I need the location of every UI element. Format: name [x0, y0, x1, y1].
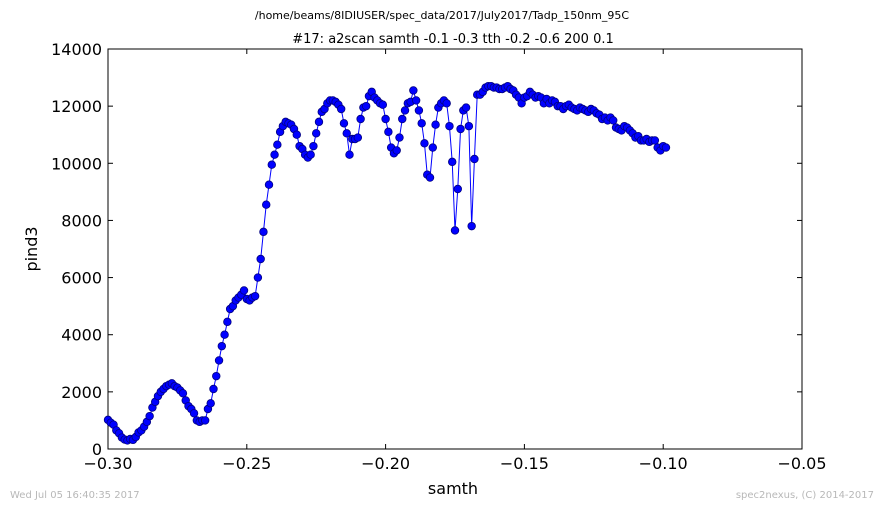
data-point: [448, 157, 457, 167]
data-point: [314, 117, 324, 127]
y-tick-label: 12000: [51, 97, 102, 116]
data-point: [214, 356, 224, 365]
data-point: [339, 119, 349, 128]
data-point: [431, 120, 440, 129]
file-path: /home/beams/8IDIUSER/spec_data/2017/July…: [255, 9, 630, 22]
y-axis-label: pind3: [22, 226, 41, 271]
footer-timestamp: Wed Jul 05 16:40:35 2017: [10, 490, 140, 501]
data-point: [461, 103, 471, 112]
x-tick-label: −0.30: [83, 454, 132, 473]
x-tick-label: −0.20: [361, 454, 410, 473]
data-point: [428, 143, 437, 152]
data-point: [420, 139, 429, 148]
data-point: [292, 130, 301, 139]
data-point: [450, 226, 460, 235]
data-point: [309, 141, 318, 151]
data-point: [442, 99, 451, 108]
data-point: [312, 129, 321, 138]
y-tick-label: 4000: [61, 326, 102, 345]
y-tick-label: 2000: [61, 383, 102, 402]
data-point: [400, 106, 410, 115]
x-tick-label: −0.25: [222, 454, 271, 473]
data-point: [661, 143, 671, 152]
y-tick-label: 0: [92, 440, 102, 459]
plot-area: [107, 48, 803, 450]
data-point: [356, 114, 365, 124]
data-point: [306, 150, 315, 159]
data-point: [223, 317, 232, 327]
data-point: [189, 409, 199, 418]
data-point: [342, 129, 351, 138]
data-point: [467, 221, 476, 231]
data-point: [145, 411, 154, 421]
y-tick-label: 6000: [61, 269, 102, 288]
data-point: [212, 371, 221, 381]
data-point: [361, 101, 371, 111]
data-point: [256, 254, 265, 264]
data-point: [259, 227, 268, 237]
data-point: [250, 291, 260, 301]
y-tick-label: 14000: [51, 40, 102, 59]
data-point: [609, 116, 618, 125]
data-point: [414, 106, 424, 115]
data-point: [209, 384, 218, 394]
data-point: [409, 86, 418, 95]
data-point: [220, 330, 229, 339]
x-tick-label: −0.15: [500, 454, 549, 473]
x-axis: −0.30 −0.25 −0.20 −0.15 −0.10 −0.05: [83, 49, 827, 473]
data-point: [273, 140, 282, 149]
data-point: [206, 399, 215, 408]
x-tick-label: −0.10: [639, 454, 688, 473]
data-point: [445, 121, 454, 131]
data-point: [384, 127, 393, 137]
data-point: [217, 341, 227, 351]
x-tick-label: −0.05: [777, 454, 826, 473]
data-point: [456, 124, 465, 134]
data-point: [353, 133, 363, 142]
series-pind3: [103, 81, 671, 445]
y-tick-label: 10000: [51, 154, 102, 173]
data-point: [381, 114, 390, 124]
data-point: [392, 146, 401, 155]
data-point: [336, 104, 346, 114]
data-point: [470, 154, 479, 164]
data-point: [453, 184, 462, 194]
data-point: [345, 150, 354, 159]
data-point: [650, 136, 660, 145]
data-point: [425, 173, 435, 182]
data-point: [395, 133, 404, 142]
data-point: [270, 150, 279, 159]
data-point: [378, 100, 388, 109]
y-axis: 0 2000 4000 6000 8000 10000 12000 14000: [51, 40, 802, 459]
data-point: [464, 121, 474, 131]
data-point: [200, 416, 210, 425]
x-axis-label: samth: [428, 479, 478, 498]
data-point: [264, 180, 274, 189]
data-point: [267, 160, 276, 169]
data-point: [262, 200, 271, 209]
data-point: [239, 286, 249, 295]
data-point: [417, 119, 426, 128]
chart-title: #17: a2scan samth -0.1 -0.3 tth -0.2 -0.…: [292, 32, 614, 47]
data-point: [253, 273, 263, 282]
data-point: [398, 114, 407, 124]
data-point: [411, 96, 421, 105]
y-tick-label: 8000: [61, 211, 102, 230]
footer-credit: spec2nexus, (C) 2014-2017: [736, 490, 874, 501]
data-point: [178, 389, 188, 398]
